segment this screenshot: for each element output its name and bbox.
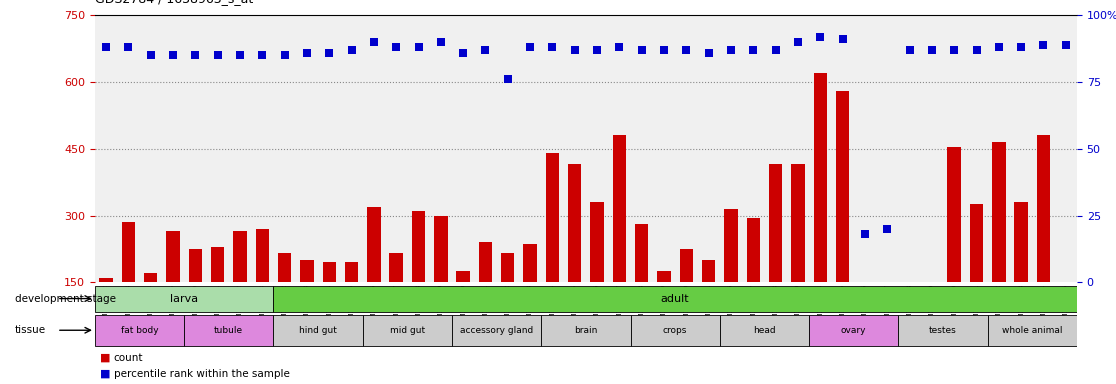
Bar	[1037, 136, 1050, 282]
Bar	[456, 271, 470, 282]
Text: tubule: tubule	[214, 326, 243, 335]
Text: larva: larva	[170, 293, 199, 304]
Bar	[256, 229, 269, 282]
Bar	[122, 222, 135, 282]
Bar	[836, 91, 849, 282]
Bar	[479, 242, 492, 282]
Bar	[541, 315, 631, 346]
Bar	[720, 315, 809, 346]
Text: ovary: ovary	[841, 326, 866, 335]
Text: adult: adult	[661, 293, 690, 304]
Bar	[501, 253, 514, 282]
Text: development stage: development stage	[15, 293, 116, 304]
Bar	[657, 271, 671, 282]
Text: ■: ■	[100, 353, 115, 363]
Bar	[970, 204, 983, 282]
Text: fat body: fat body	[121, 326, 158, 335]
Bar	[769, 164, 782, 282]
Text: tissue: tissue	[15, 325, 46, 335]
Bar	[898, 315, 988, 346]
Bar	[568, 164, 581, 282]
Bar	[791, 164, 805, 282]
Text: crops: crops	[663, 326, 687, 335]
Bar	[590, 202, 604, 282]
Text: whole animal: whole animal	[1002, 326, 1062, 335]
Bar	[99, 278, 113, 282]
Text: count: count	[114, 353, 143, 363]
Text: brain: brain	[575, 326, 597, 335]
Bar	[367, 207, 381, 282]
Text: testes: testes	[930, 326, 956, 335]
Bar	[546, 153, 559, 282]
Bar	[635, 224, 648, 282]
Bar	[814, 73, 827, 282]
Bar	[680, 249, 693, 282]
Bar	[434, 215, 448, 282]
Bar	[747, 218, 760, 282]
Bar	[189, 249, 202, 282]
Bar	[95, 286, 273, 311]
Bar	[273, 286, 1077, 311]
Bar	[278, 253, 291, 282]
Bar	[345, 262, 358, 282]
Bar	[211, 247, 224, 282]
Bar	[988, 315, 1077, 346]
Bar	[389, 253, 403, 282]
Bar	[273, 315, 363, 346]
Bar	[992, 142, 1006, 282]
Bar	[233, 231, 247, 282]
Bar	[184, 315, 273, 346]
Bar	[613, 136, 626, 282]
Bar	[631, 315, 720, 346]
Bar	[724, 209, 738, 282]
Bar	[166, 231, 180, 282]
Bar	[412, 211, 425, 282]
Bar	[452, 315, 541, 346]
Bar	[300, 260, 314, 282]
Bar	[809, 315, 898, 346]
Bar	[144, 273, 157, 282]
Bar	[523, 245, 537, 282]
Bar	[947, 147, 961, 282]
Bar	[702, 260, 715, 282]
Bar	[95, 315, 184, 346]
Text: mid gut: mid gut	[389, 326, 425, 335]
Text: GDS2784 / 1638963_s_at: GDS2784 / 1638963_s_at	[95, 0, 253, 5]
Bar	[1014, 202, 1028, 282]
Text: ■: ■	[100, 369, 115, 379]
Bar	[363, 315, 452, 346]
Text: percentile rank within the sample: percentile rank within the sample	[114, 369, 290, 379]
Bar	[323, 262, 336, 282]
Text: head: head	[753, 326, 776, 335]
Text: accessory gland: accessory gland	[460, 326, 533, 335]
Text: hind gut: hind gut	[299, 326, 337, 335]
